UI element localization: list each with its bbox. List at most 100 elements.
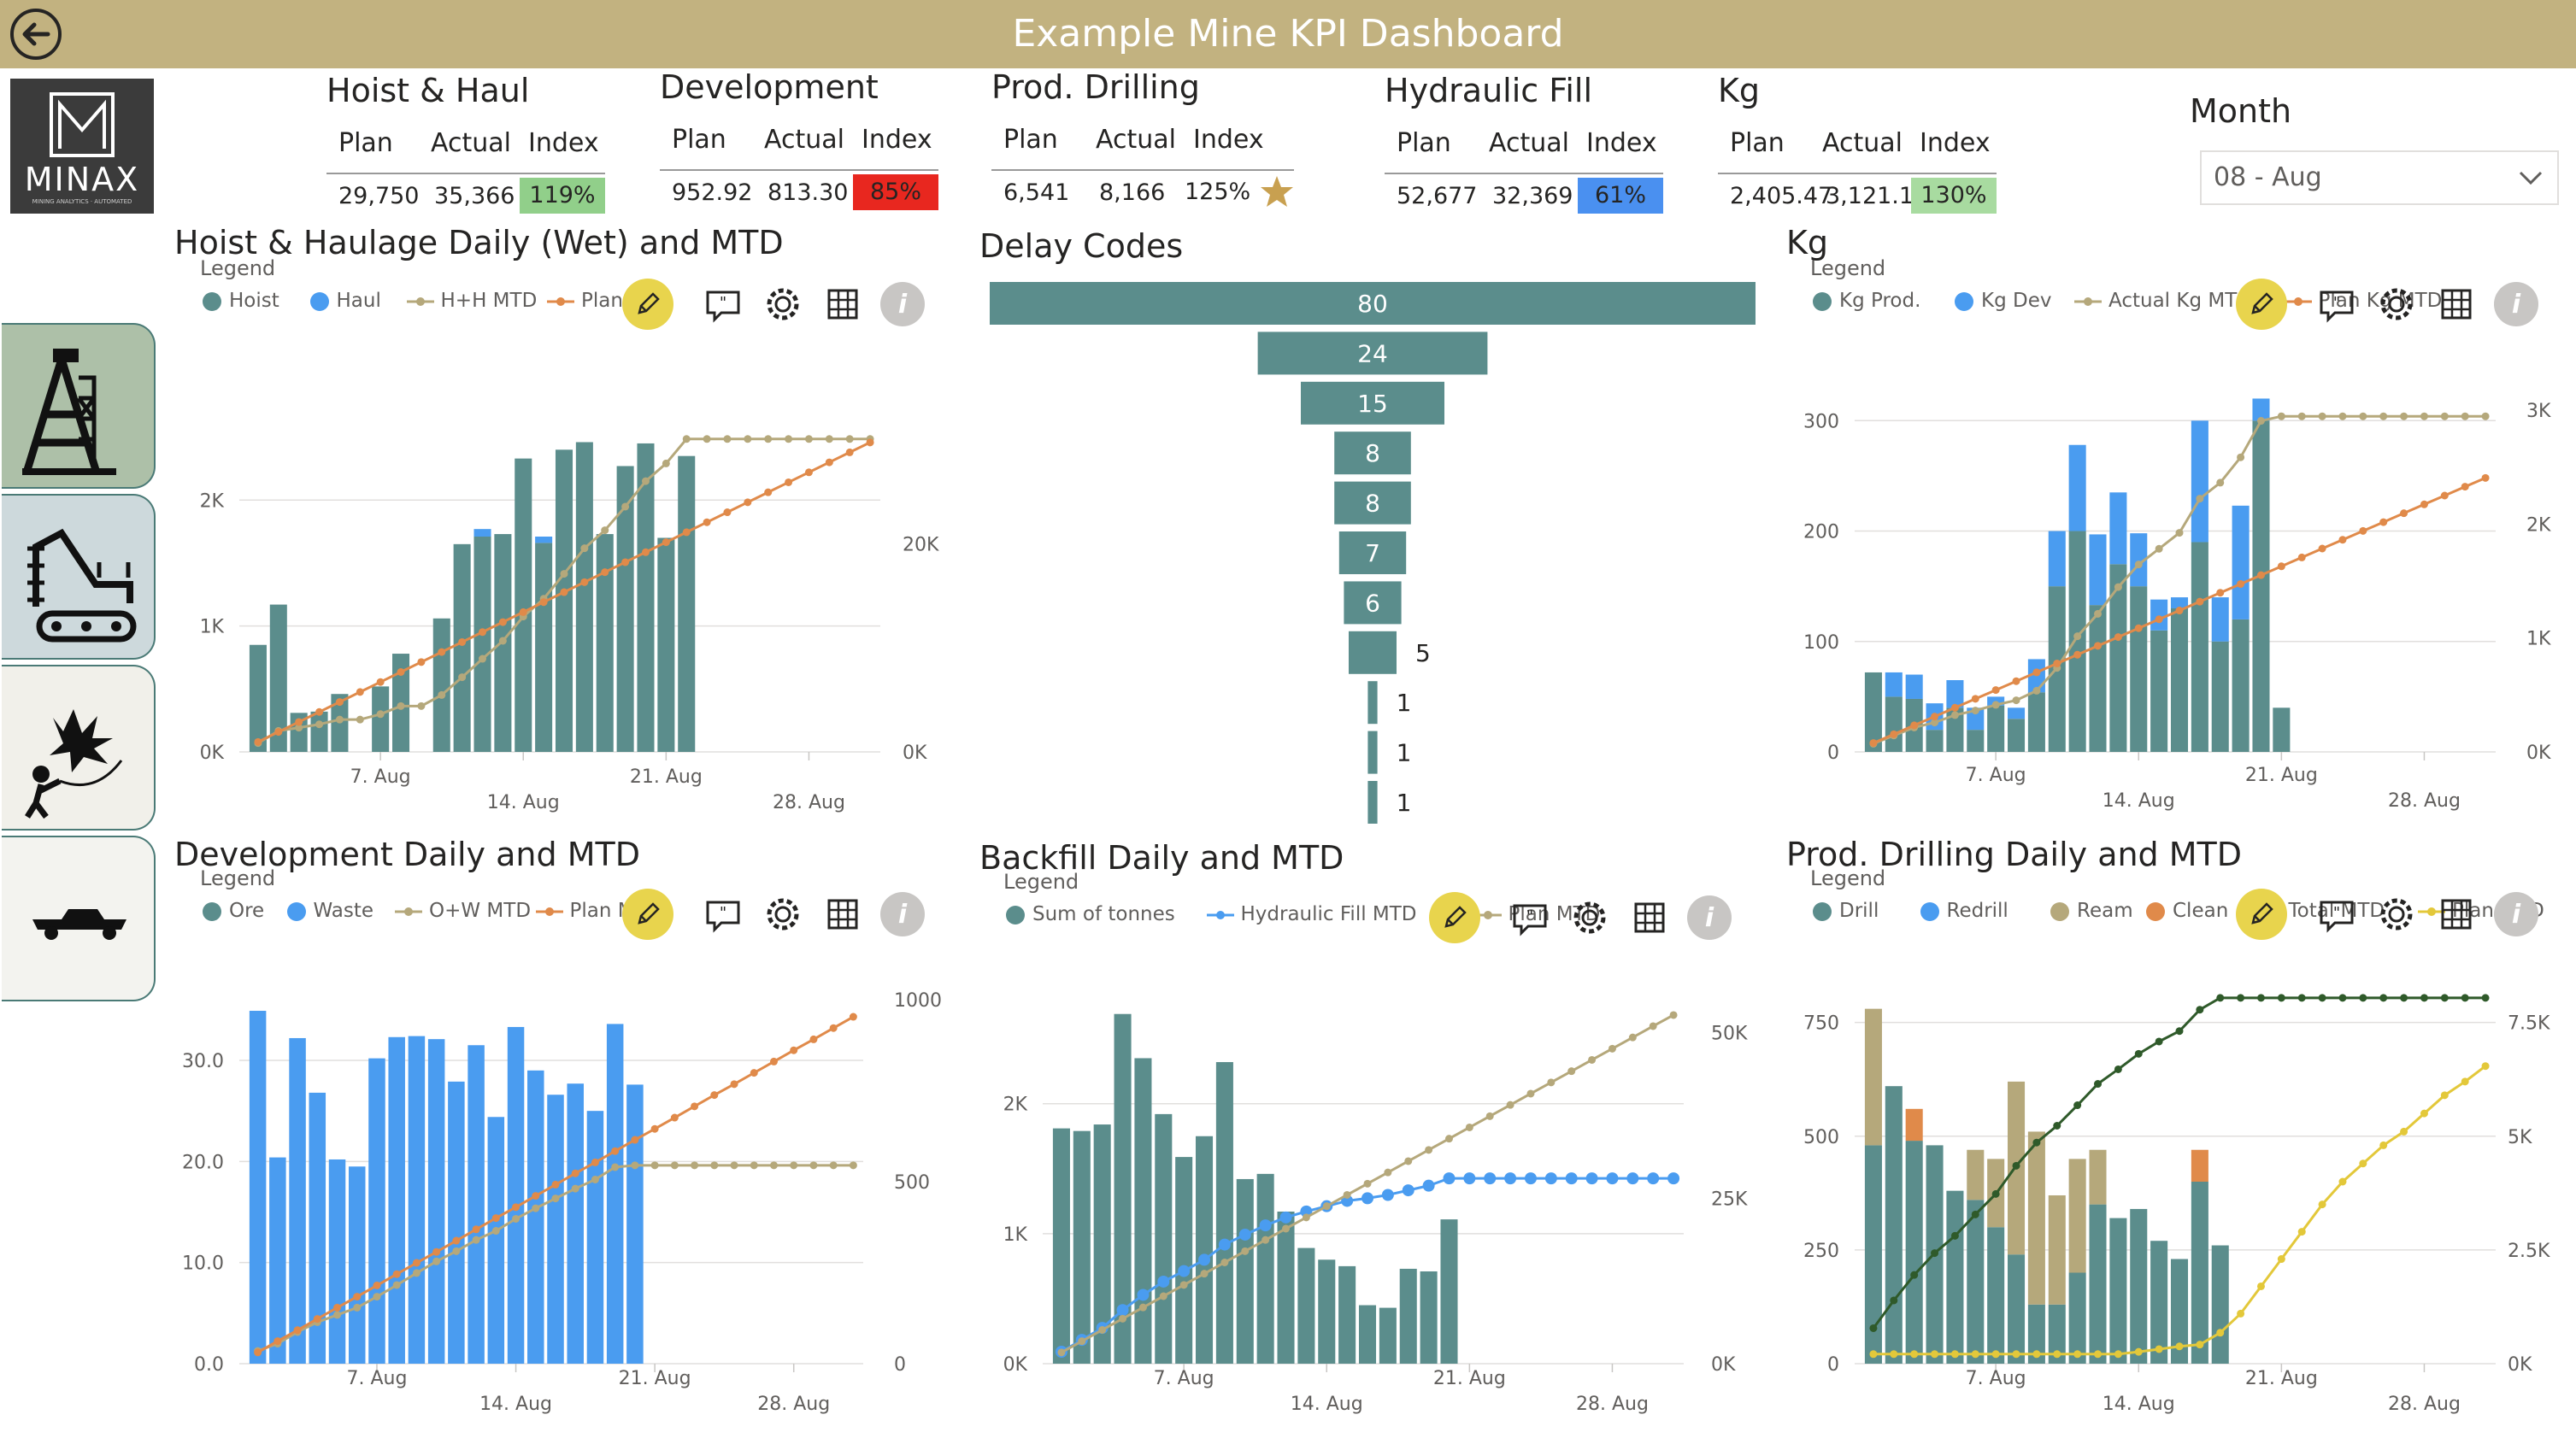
nav-button-hoisting[interactable] <box>2 323 156 489</box>
comment-icon[interactable]: " <box>697 279 749 330</box>
line-point <box>2032 1139 2040 1147</box>
legend-line-icon <box>393 900 424 924</box>
info-icon[interactable]: i <box>877 279 928 330</box>
line-point <box>1869 739 1877 747</box>
bar-kg-dev <box>2191 420 2208 542</box>
bar-waste <box>448 1082 465 1364</box>
legend-item[interactable]: Hydraulic Fill MTD <box>1205 902 1417 926</box>
info-icon[interactable]: i <box>2491 889 2542 940</box>
comment-icon[interactable]: " <box>1504 892 1556 943</box>
nav-button-production[interactable] <box>2 665 156 831</box>
line-point <box>356 716 364 724</box>
nav-button-loading[interactable] <box>2 836 156 1001</box>
legend-item[interactable]: Ore <box>202 899 264 923</box>
line-point <box>499 637 507 644</box>
kpi-actual-header: Actual <box>1096 125 1176 155</box>
legend-item[interactable]: H+H MTD <box>405 289 538 313</box>
legend-item[interactable]: Ream <box>2050 899 2133 923</box>
kpi-index-header: Index <box>1920 128 1991 158</box>
line-point <box>2135 1348 2143 1356</box>
bar-kg-dev <box>2252 398 2269 420</box>
funnel-bar <box>1301 382 1444 425</box>
bar-waste <box>250 1011 267 1364</box>
x-tick-label: 28. Aug <box>1576 1394 1649 1415</box>
legend-item[interactable]: Actual Kg MTD <box>2073 289 2252 313</box>
bar-sum-of-tonnes <box>1440 1219 1457 1364</box>
line-point <box>790 1161 797 1169</box>
table-icon[interactable] <box>1624 892 1675 943</box>
comment-icon[interactable]: " <box>2311 279 2362 330</box>
y-left-tick-label: 0.0 <box>194 1354 224 1376</box>
bar-hoist <box>515 459 532 752</box>
pencil-icon[interactable] <box>2236 279 2287 330</box>
pencil-icon[interactable] <box>622 279 673 330</box>
gear-icon[interactable] <box>757 279 809 330</box>
gear-icon[interactable] <box>1564 892 1615 943</box>
line-point <box>2420 501 2428 508</box>
line-point <box>2196 598 2203 606</box>
bar-hoist <box>494 534 511 752</box>
line-point <box>1341 1195 1353 1206</box>
bar-drill <box>1967 1200 1984 1364</box>
gear-icon[interactable] <box>757 889 809 940</box>
y-right-tick-label: 0K <box>903 743 927 764</box>
line-point <box>2053 660 2061 667</box>
line-point <box>805 468 813 476</box>
legend-item[interactable]: Kg Prod. <box>1812 289 1920 313</box>
funnel-bar <box>1258 332 1488 374</box>
legend-item[interactable]: Sum of tonnes <box>1005 902 1175 926</box>
line-point <box>2176 607 2184 614</box>
table-icon[interactable] <box>817 279 868 330</box>
kpi-actual-header: Actual <box>431 128 511 158</box>
comment-icon[interactable]: " <box>2311 889 2362 940</box>
bar-kg-dev <box>1946 680 1963 707</box>
bar-clean <box>2191 1150 2208 1182</box>
table-icon[interactable] <box>2431 279 2482 330</box>
nav-button-development[interactable] <box>2 494 156 660</box>
legend-item[interactable]: Redrill <box>1920 899 2008 923</box>
legend-item[interactable]: Hoist <box>202 289 279 313</box>
month-dropdown[interactable]: 08 - Aug <box>2200 150 2559 205</box>
legend-item[interactable]: Clean <box>2145 899 2228 923</box>
comment-icon[interactable]: " <box>697 889 749 940</box>
line-point <box>2176 529 2184 537</box>
line-point <box>611 1163 619 1171</box>
bar-drill <box>2191 1182 2208 1364</box>
legend-line-icon <box>1205 903 1236 927</box>
legend-item[interactable]: Waste <box>286 899 374 923</box>
legend-item[interactable]: Haul <box>309 289 381 313</box>
bar-drill <box>2130 1209 2147 1364</box>
kpi-plan-value: 52,677 <box>1397 183 1477 209</box>
pencil-icon[interactable] <box>1429 892 1480 943</box>
bar-sum-of-tonnes <box>1115 1014 1132 1364</box>
funnel-value-label: 6 <box>1365 589 1380 617</box>
line-point <box>520 608 527 616</box>
legend-item[interactable]: O+W MTD <box>393 899 531 923</box>
y-left-tick-label: 100 <box>1803 632 1839 654</box>
x-tick-label: 28. Aug <box>2388 790 2461 812</box>
line-point <box>2338 536 2346 543</box>
bar-kg-dev <box>2232 506 2250 619</box>
line-point <box>1180 1281 1188 1288</box>
info-icon[interactable]: i <box>877 889 928 940</box>
y-right-tick-label: 500 <box>894 1172 930 1194</box>
gear-icon[interactable] <box>2371 889 2422 940</box>
line-point <box>1137 1288 1149 1300</box>
info-icon[interactable]: i <box>1684 892 1735 943</box>
y-left-tick-label: 200 <box>1803 522 1839 543</box>
table-icon[interactable] <box>2431 889 2482 940</box>
legend-item[interactable]: Drill <box>1812 899 1879 923</box>
line-point <box>432 1258 440 1265</box>
pencil-icon[interactable] <box>622 889 673 940</box>
info-icon[interactable]: i <box>2491 279 2542 330</box>
table-icon[interactable] <box>817 889 868 940</box>
pencil-icon[interactable] <box>2236 889 2287 940</box>
legend-item[interactable]: Kg Dev <box>1954 289 2051 313</box>
gear-icon[interactable] <box>2371 279 2422 330</box>
back-button[interactable] <box>9 7 63 62</box>
bar-kg-prod- <box>1946 707 1963 752</box>
y-right-tick-label: 1K <box>2526 629 2551 650</box>
svg-text:": " <box>720 904 726 922</box>
bar-kg-prod- <box>2028 692 2045 752</box>
